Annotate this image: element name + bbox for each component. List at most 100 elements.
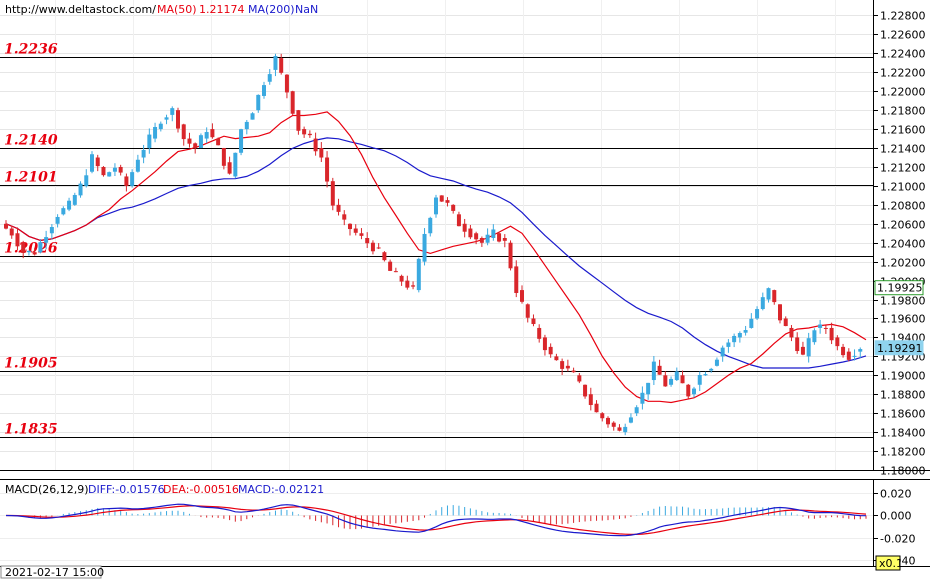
candle: [187, 132, 192, 148]
candle: [554, 353, 559, 361]
candle: [118, 164, 123, 176]
candle: [548, 343, 553, 358]
price-tags: 1.19925 1.19291: [874, 280, 924, 356]
y-tick-label: 1.22200: [880, 67, 926, 80]
candle: [497, 231, 502, 243]
candle: [405, 275, 410, 290]
candle: [153, 122, 158, 143]
candle: [273, 53, 278, 77]
candle: [778, 304, 782, 324]
candle: [411, 281, 416, 290]
candle: [646, 382, 651, 400]
macd-plot-area: [0, 480, 873, 566]
candle: [95, 154, 100, 172]
y-tick-label: 1.18600: [880, 408, 926, 421]
candle: [107, 171, 112, 177]
y-tick-label: 1.21200: [880, 162, 926, 175]
ma50-line: [5, 111, 867, 404]
ma50-label: MA(50): [157, 3, 197, 16]
candle: [565, 359, 570, 372]
candle: [193, 142, 198, 154]
candle: [284, 74, 289, 99]
price-tag-label: 1.19291: [877, 342, 923, 355]
candle: [640, 386, 645, 410]
candle: [112, 163, 117, 177]
candle: [382, 251, 387, 262]
candle: [531, 314, 536, 327]
candle: [370, 240, 375, 255]
candle: [720, 345, 725, 362]
candle: [262, 81, 266, 99]
y-tick-label: 1.20800: [880, 200, 926, 213]
level-label: 1.1835: [4, 422, 58, 438]
main-plot-area: [0, 0, 873, 470]
macd-diff: DIFF:-0.01576: [88, 483, 165, 496]
candle: [176, 107, 180, 133]
candle: [560, 358, 565, 376]
candle: [342, 210, 347, 226]
candle: [428, 216, 433, 237]
candle: [198, 133, 203, 149]
candle: [49, 224, 54, 240]
price-tag: [874, 280, 924, 296]
candle: [835, 335, 840, 351]
candle: [279, 53, 284, 75]
candle: [296, 109, 301, 135]
candles: [4, 53, 863, 436]
candle: [783, 316, 788, 327]
candle: [703, 371, 708, 376]
candle: [588, 387, 593, 411]
candle: [78, 181, 83, 198]
zoom-box[interactable]: [875, 555, 901, 571]
candle: [399, 274, 404, 286]
candle: [680, 370, 685, 384]
candle: [732, 333, 737, 348]
candle: [325, 151, 330, 188]
candle: [772, 289, 777, 305]
candle: [256, 94, 261, 113]
candle: [669, 376, 674, 387]
candle: [445, 197, 450, 207]
candle: [393, 267, 398, 273]
candle: [583, 384, 588, 399]
candle: [491, 224, 496, 241]
candle: [709, 367, 714, 373]
y-tick-label: 1.19800: [880, 295, 926, 308]
candle: [365, 232, 370, 248]
y-tick-label: 1.20600: [880, 219, 926, 232]
candle: [204, 127, 209, 144]
y-tick-label: 1.22000: [880, 86, 926, 99]
candle: [800, 341, 805, 356]
candle: [726, 339, 731, 353]
candle: [651, 355, 656, 386]
datetime-box: [0, 565, 102, 579]
candle: [44, 230, 49, 250]
candle: [353, 224, 358, 236]
price-tag-label: 1.19925: [877, 282, 923, 295]
candle: [858, 347, 863, 358]
candle: [617, 424, 622, 432]
candle: [130, 169, 135, 188]
zoom-label[interactable]: x0.1: [879, 557, 903, 570]
candle: [388, 259, 393, 272]
y-tick-label: 1.21800: [880, 105, 926, 118]
candle: [795, 332, 800, 354]
candle: [15, 227, 20, 251]
candle: [697, 371, 702, 392]
candle: [451, 204, 456, 214]
candle: [755, 306, 760, 320]
y-tick-label: 0.000: [880, 510, 912, 523]
candle: [67, 197, 72, 212]
level-label: 1.1905: [4, 356, 58, 372]
candle: [674, 367, 679, 381]
candle: [38, 238, 43, 254]
candle: [147, 128, 152, 154]
candle: [852, 349, 857, 361]
candle: [61, 206, 66, 216]
macd-macd: MACD:-0.02121: [238, 483, 324, 496]
candle: [714, 357, 719, 367]
candle: [9, 225, 14, 239]
candle: [479, 236, 484, 247]
candle: [468, 224, 473, 240]
